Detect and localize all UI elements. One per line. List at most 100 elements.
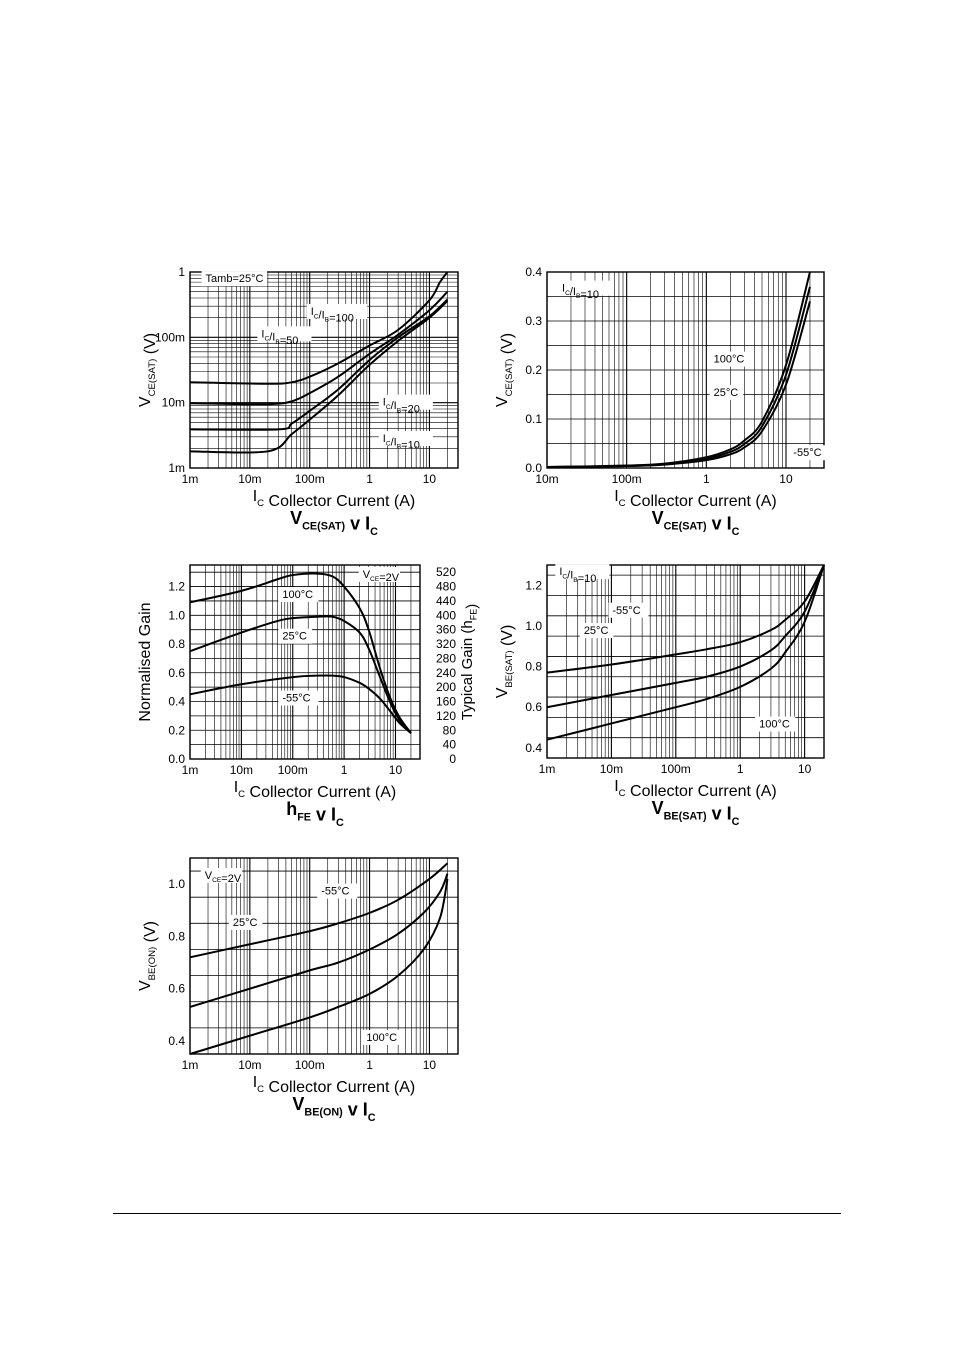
y-axis-label: VBE(ON) (V) (137, 921, 159, 991)
annotation-bg (201, 271, 268, 287)
subscript: CE(SAT) (504, 359, 515, 397)
chart-title: VBE(SAT) v IC (652, 798, 740, 828)
text-part: =100 (329, 313, 354, 325)
annotation-bg (228, 914, 263, 930)
y-tick-label: 100m (155, 330, 185, 344)
x-axis-label: IC Collector Current (A) (253, 488, 416, 510)
text-part: /I (391, 400, 397, 412)
series-line-1 (189, 873, 449, 1008)
text-part: /I (269, 332, 275, 344)
text-part: Collector Current (A) (264, 1079, 415, 1096)
text-part: v I (343, 1099, 368, 1119)
y-axis-label: VCE(SAT) (V) (494, 333, 516, 407)
y2-tick-label: 80 (443, 723, 457, 737)
text-part: V (652, 508, 664, 528)
text-part: V (137, 396, 154, 407)
subscript: B (397, 407, 402, 414)
x-tick-label: 10 (798, 762, 812, 776)
series-line-2 (546, 301, 811, 469)
chart-vbeon: VCE=2V -55°C 25°C 100°C 1m 10m 100m 1 10 0.4 0.6 0.… (120, 848, 468, 1129)
annotation-label: 100°C (366, 1032, 397, 1044)
text-part: -55°C (282, 693, 310, 705)
y2-tick-label: 40 (443, 738, 457, 752)
text-part: V (494, 687, 511, 698)
subscript: BE(ON) (147, 947, 158, 981)
footer-rule (113, 1213, 841, 1214)
text-part: (V) (142, 333, 159, 359)
subscript: B (275, 339, 280, 346)
subscript: BE(ON) (304, 1106, 343, 1118)
x-tick-label: 1 (737, 762, 744, 776)
annotation-bg (378, 394, 433, 410)
x-tick-label: 10 (779, 472, 793, 486)
series-line-2 (189, 674, 412, 734)
series-line-1 (189, 290, 449, 406)
annotation-label: 25°C (282, 631, 307, 643)
y2-tick-label: 200 (436, 680, 456, 694)
chart-svg-vcesat_log: Tamb=25°CIC/IB=100IC/IB=50IC/IB=20IC/IB=… (137, 265, 459, 538)
annotation-bg (709, 351, 750, 367)
series-line-2 (189, 298, 449, 431)
x-tick-label: 1m (182, 763, 199, 777)
text-part: =2V (221, 873, 242, 885)
chart-vcesat-log: Tamb=25°C IC/IB=100 IC/IB=50 IC/IB=20 IC/IB=… (120, 262, 468, 543)
annotation-bg (709, 384, 744, 400)
y-tick-label: 0.2 (168, 723, 185, 737)
annotation-label: VCE=2V (363, 569, 400, 584)
subscript: FE (469, 609, 479, 621)
subscript: B (397, 444, 402, 451)
y2-tick-label: 400 (436, 608, 456, 622)
series-line-0 (189, 862, 449, 959)
text-part: v I (311, 804, 336, 824)
annotation-bg (306, 303, 368, 319)
y2-tick-label: 440 (436, 594, 456, 608)
x-tick-label: 100m (278, 763, 308, 777)
y2-tick-label: 360 (436, 623, 456, 637)
annotation-bg (555, 564, 610, 580)
x-tick-label: 10 (389, 763, 403, 777)
text-part: Collector Current (A) (626, 493, 777, 510)
y-tick-label: 1.0 (168, 877, 185, 891)
text-part: I (614, 778, 618, 795)
subscript: C (619, 498, 626, 509)
text-part: V (205, 870, 213, 882)
subscript: C (386, 404, 391, 411)
x-tick-label: 10m (600, 762, 623, 776)
subscript: CE(SAT) (664, 520, 707, 532)
annotation-label: 100°C (759, 719, 790, 731)
text-part: I (383, 433, 386, 445)
x-tick-label: 100m (295, 472, 325, 486)
y2-tick-label: 480 (436, 580, 456, 594)
text-part: I (234, 779, 238, 796)
y-tick-label: 1.2 (525, 578, 542, 592)
annotation-label: IC/IB=10 (383, 433, 420, 452)
text-part: V (292, 1094, 304, 1114)
annotation-label: -55°C (612, 605, 640, 617)
annotation-label: IC/IB=20 (383, 397, 420, 416)
y-axis-label: VBE(SAT) (V) (494, 625, 516, 699)
annotation-bg (789, 445, 830, 461)
subscript: C (732, 526, 740, 538)
text-part: I (253, 1074, 257, 1091)
text-part: (V) (499, 333, 516, 359)
text-part: 100°C (282, 589, 313, 601)
annotation-bg (257, 326, 312, 342)
subscript: B (573, 577, 578, 584)
y-tick-label: 10m (162, 396, 185, 410)
subscript: BE(SAT) (664, 810, 707, 822)
text-part: h (286, 799, 297, 819)
x-tick-label: 10m (238, 472, 261, 486)
text-part: 100°C (714, 354, 745, 366)
plot-frame (189, 564, 421, 760)
y-tick-label: 0.8 (168, 637, 185, 651)
series-line-0 (189, 271, 449, 385)
text-part: =10 (578, 573, 597, 585)
y-tick-label: 0.4 (525, 741, 542, 755)
annotation-bg (608, 602, 649, 618)
plot-frame (546, 564, 825, 759)
y2-tick-label: 520 (436, 565, 456, 579)
annotation-label: IC/IB=10 (559, 566, 596, 585)
text-part: Collector Current (A) (245, 784, 396, 801)
text-part: (V) (499, 625, 516, 651)
series-line-2 (189, 878, 449, 1055)
